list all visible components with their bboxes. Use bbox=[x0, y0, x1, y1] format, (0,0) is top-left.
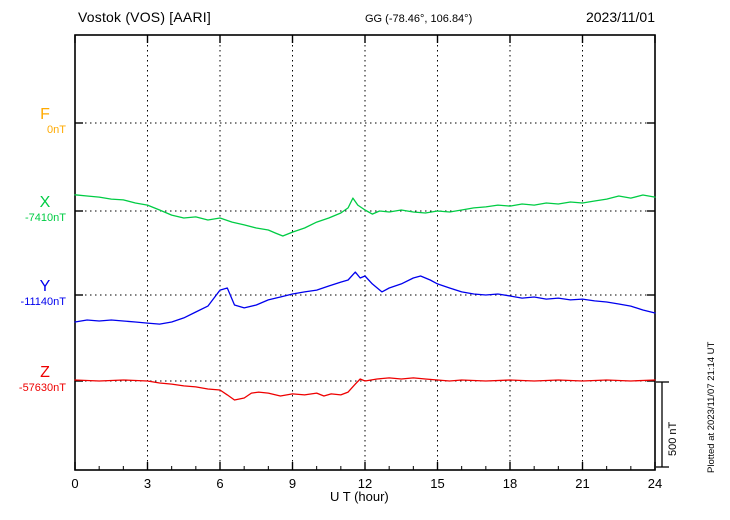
x-tick-label: 6 bbox=[216, 476, 224, 491]
component-label-x: X bbox=[39, 194, 51, 211]
x-tick-label: 12 bbox=[357, 476, 373, 491]
x-tick-label: 9 bbox=[288, 476, 297, 491]
trace-z bbox=[74, 377, 656, 401]
component-baseline-y: -11140nT bbox=[20, 296, 66, 308]
x-tick-label: 18 bbox=[502, 476, 518, 491]
component-baseline-z: -57630nT bbox=[18, 382, 66, 394]
component-baseline-f: 0nT bbox=[47, 124, 66, 136]
x-tick-label: 21 bbox=[575, 476, 590, 491]
x-tick-label: 3 bbox=[143, 476, 152, 491]
x-tick-label: 15 bbox=[430, 476, 445, 491]
trace-y bbox=[74, 271, 656, 325]
component-label-f: F bbox=[40, 106, 50, 123]
component-label-z: Z bbox=[40, 364, 50, 381]
plotted-timestamp-note: Plotted at 2023/11/07 21:14 UT bbox=[706, 341, 717, 473]
geographic-coords: GG (-78.46°, 106.84°) bbox=[365, 13, 473, 25]
component-baseline-x: -7410nT bbox=[25, 212, 66, 224]
station-title: Vostok (VOS) [AARI] bbox=[78, 9, 211, 25]
trace-x bbox=[74, 194, 656, 237]
x-axis-title: U T (hour) bbox=[330, 489, 389, 504]
x-tick-label: 24 bbox=[647, 476, 663, 491]
plot-date: 2023/11/01 bbox=[585, 9, 655, 25]
x-tick-label: 0 bbox=[71, 476, 79, 491]
component-label-y: Y bbox=[39, 278, 51, 295]
scale-bar-label: 500 nT bbox=[667, 421, 679, 456]
